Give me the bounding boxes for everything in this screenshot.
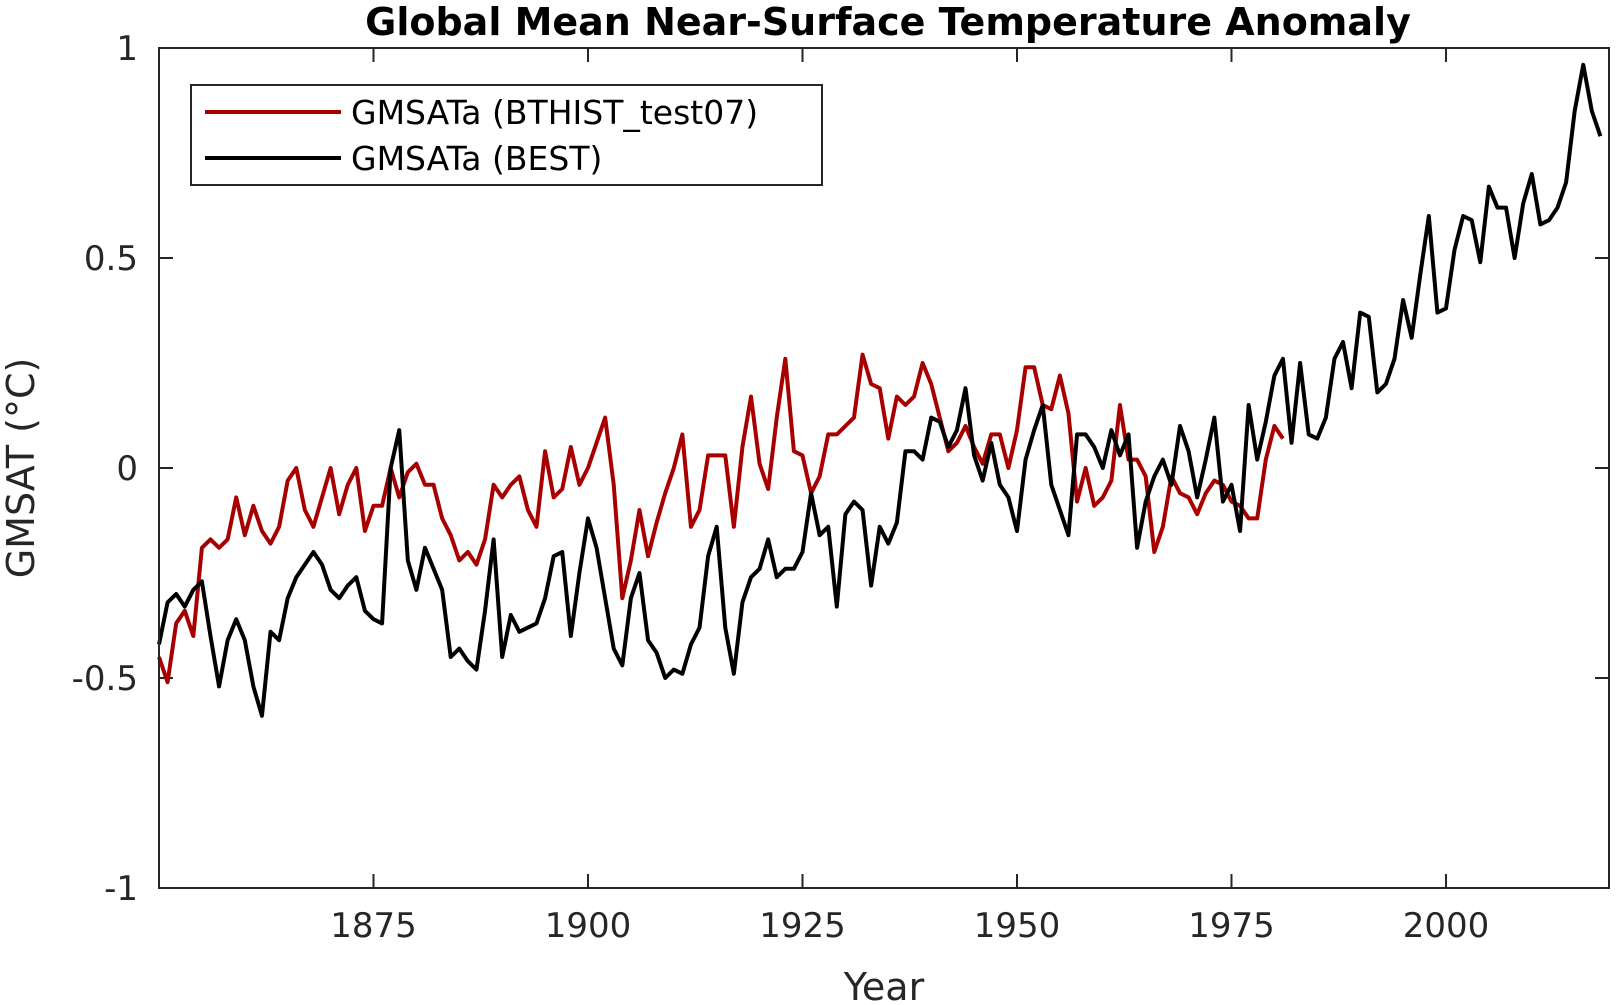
x-tick-label: 1875 [330, 906, 417, 946]
series-line-bthist [157, 352, 1285, 685]
x-tick-label: 1925 [759, 906, 846, 946]
x-tick-label: 2000 [1403, 906, 1490, 946]
y-tick-label: 0 [116, 449, 138, 489]
legend: GMSATa (BTHIST_test07) GMSATa (BEST) [190, 84, 823, 186]
series-line-best [157, 62, 1603, 718]
y-axis: 1 0.5 0 -0.5 -1 [72, 29, 1609, 909]
series-lines [157, 62, 1603, 718]
y-tick-label: 1 [116, 29, 138, 69]
x-tick-label: 1900 [545, 906, 632, 946]
legend-label-bthist: GMSATa (BTHIST_test07) [351, 93, 758, 132]
y-tick-label: -1 [104, 869, 138, 909]
x-axis-label: Year [843, 965, 925, 1005]
chart-title: Global Mean Near-Surface Temperature Ano… [365, 0, 1411, 44]
y-axis-label: GMSAT (°C) [0, 358, 43, 579]
y-tick-label: -0.5 [72, 659, 138, 699]
legend-label-best: GMSATa (BEST) [351, 139, 602, 178]
y-tick-label: 0.5 [84, 239, 138, 279]
x-tick-label: 1950 [974, 906, 1061, 946]
x-tick-label: 1975 [1188, 906, 1275, 946]
x-axis: 1875 1900 1925 1950 1975 2000 [330, 48, 1489, 946]
legend-box [190, 84, 823, 186]
plot-frame [158, 47, 1610, 889]
